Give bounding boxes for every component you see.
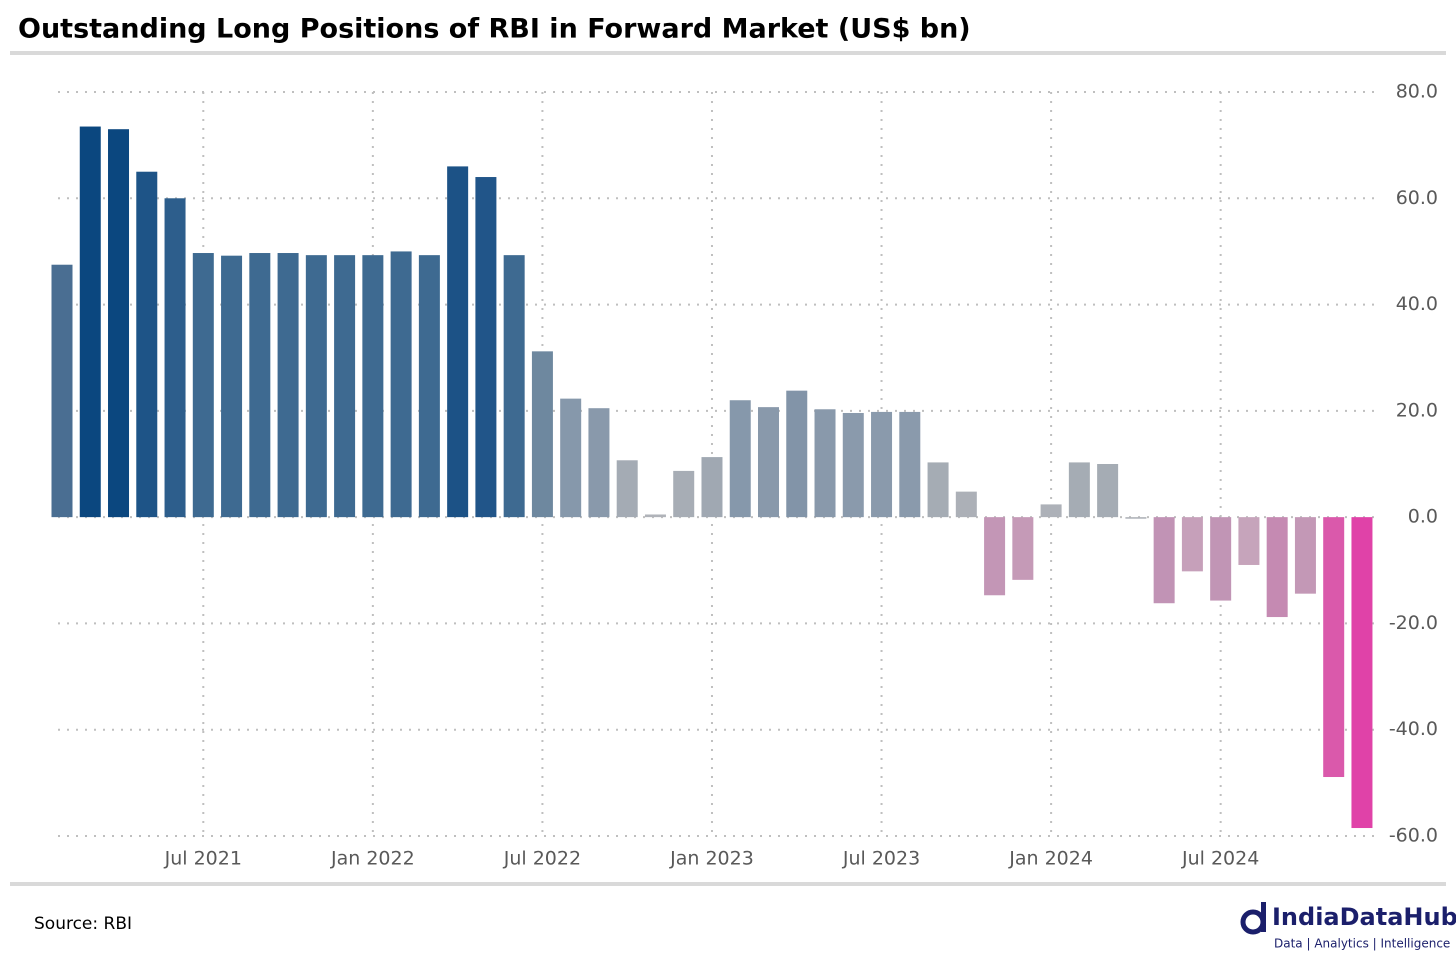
y-tick-label: 40.0	[1396, 293, 1438, 315]
y-tick-label: 0.0	[1408, 506, 1438, 528]
bar	[1266, 517, 1288, 618]
bar	[588, 408, 610, 518]
bar	[1097, 464, 1119, 518]
bar	[277, 253, 299, 518]
bar	[955, 491, 977, 518]
bar	[673, 470, 695, 518]
bar	[927, 462, 949, 518]
bar	[418, 255, 440, 518]
bar	[192, 253, 214, 518]
bar	[447, 166, 469, 518]
bar	[79, 126, 101, 518]
x-tick-label: Jul 2021	[164, 848, 242, 870]
x-tick-label: Jan 2022	[330, 848, 415, 870]
bar	[305, 255, 327, 518]
bar	[1210, 517, 1232, 601]
bar	[362, 255, 384, 518]
bar	[1040, 504, 1062, 518]
bar	[1323, 517, 1345, 778]
bar	[729, 400, 751, 518]
bar	[701, 457, 723, 518]
bar	[1238, 517, 1260, 565]
logo-tagline: Data | Analytics | Intelligence	[1274, 937, 1450, 951]
bar	[390, 251, 412, 518]
y-tick-label: -40.0	[1389, 718, 1438, 740]
bar	[1153, 517, 1175, 604]
logo-name: IndiaDataHub	[1272, 903, 1456, 931]
bar	[51, 264, 73, 518]
bar	[814, 409, 836, 518]
bar	[503, 255, 525, 518]
x-tick-label: Jan 2024	[1008, 848, 1093, 870]
bar	[1294, 517, 1316, 594]
logo-icon	[1261, 902, 1266, 932]
top-rule	[10, 51, 1446, 55]
bar	[786, 390, 808, 518]
bar	[108, 129, 130, 518]
y-tick-label: -20.0	[1389, 612, 1438, 634]
bar	[758, 407, 779, 518]
y-tick-label: 20.0	[1396, 399, 1438, 421]
bar	[249, 253, 271, 518]
bar	[560, 398, 582, 518]
chart-title: Outstanding Long Positions of RBI in For…	[18, 14, 971, 45]
bar	[899, 411, 921, 518]
x-tick-label: Jul 2024	[1181, 848, 1259, 870]
bar	[1125, 517, 1147, 519]
bar	[984, 517, 1006, 596]
bar	[475, 177, 497, 518]
bar	[842, 412, 864, 518]
bar	[644, 514, 666, 518]
y-tick-label: -60.0	[1389, 825, 1438, 847]
bottom-rule	[10, 882, 1446, 886]
x-tick-label: Jul 2023	[842, 848, 920, 870]
bar	[221, 255, 243, 518]
x-tick-label: Jul 2022	[503, 848, 581, 870]
x-tick-label: Jan 2023	[669, 848, 754, 870]
y-tick-label: 80.0	[1396, 81, 1438, 103]
bar	[616, 460, 638, 518]
bar	[1351, 517, 1373, 829]
bar	[1068, 462, 1090, 518]
bar	[1012, 517, 1034, 580]
bar	[164, 198, 186, 518]
bar	[136, 171, 158, 518]
bar	[871, 411, 893, 518]
bar	[1181, 517, 1203, 572]
source: Source: RBI	[34, 914, 132, 934]
logo: IndiaDataHub Data | Analytics | Intellig…	[1240, 902, 1456, 951]
logo-icon	[1240, 909, 1266, 935]
bar	[334, 255, 356, 518]
bar	[531, 351, 553, 518]
y-tick-label: 60.0	[1396, 187, 1438, 209]
